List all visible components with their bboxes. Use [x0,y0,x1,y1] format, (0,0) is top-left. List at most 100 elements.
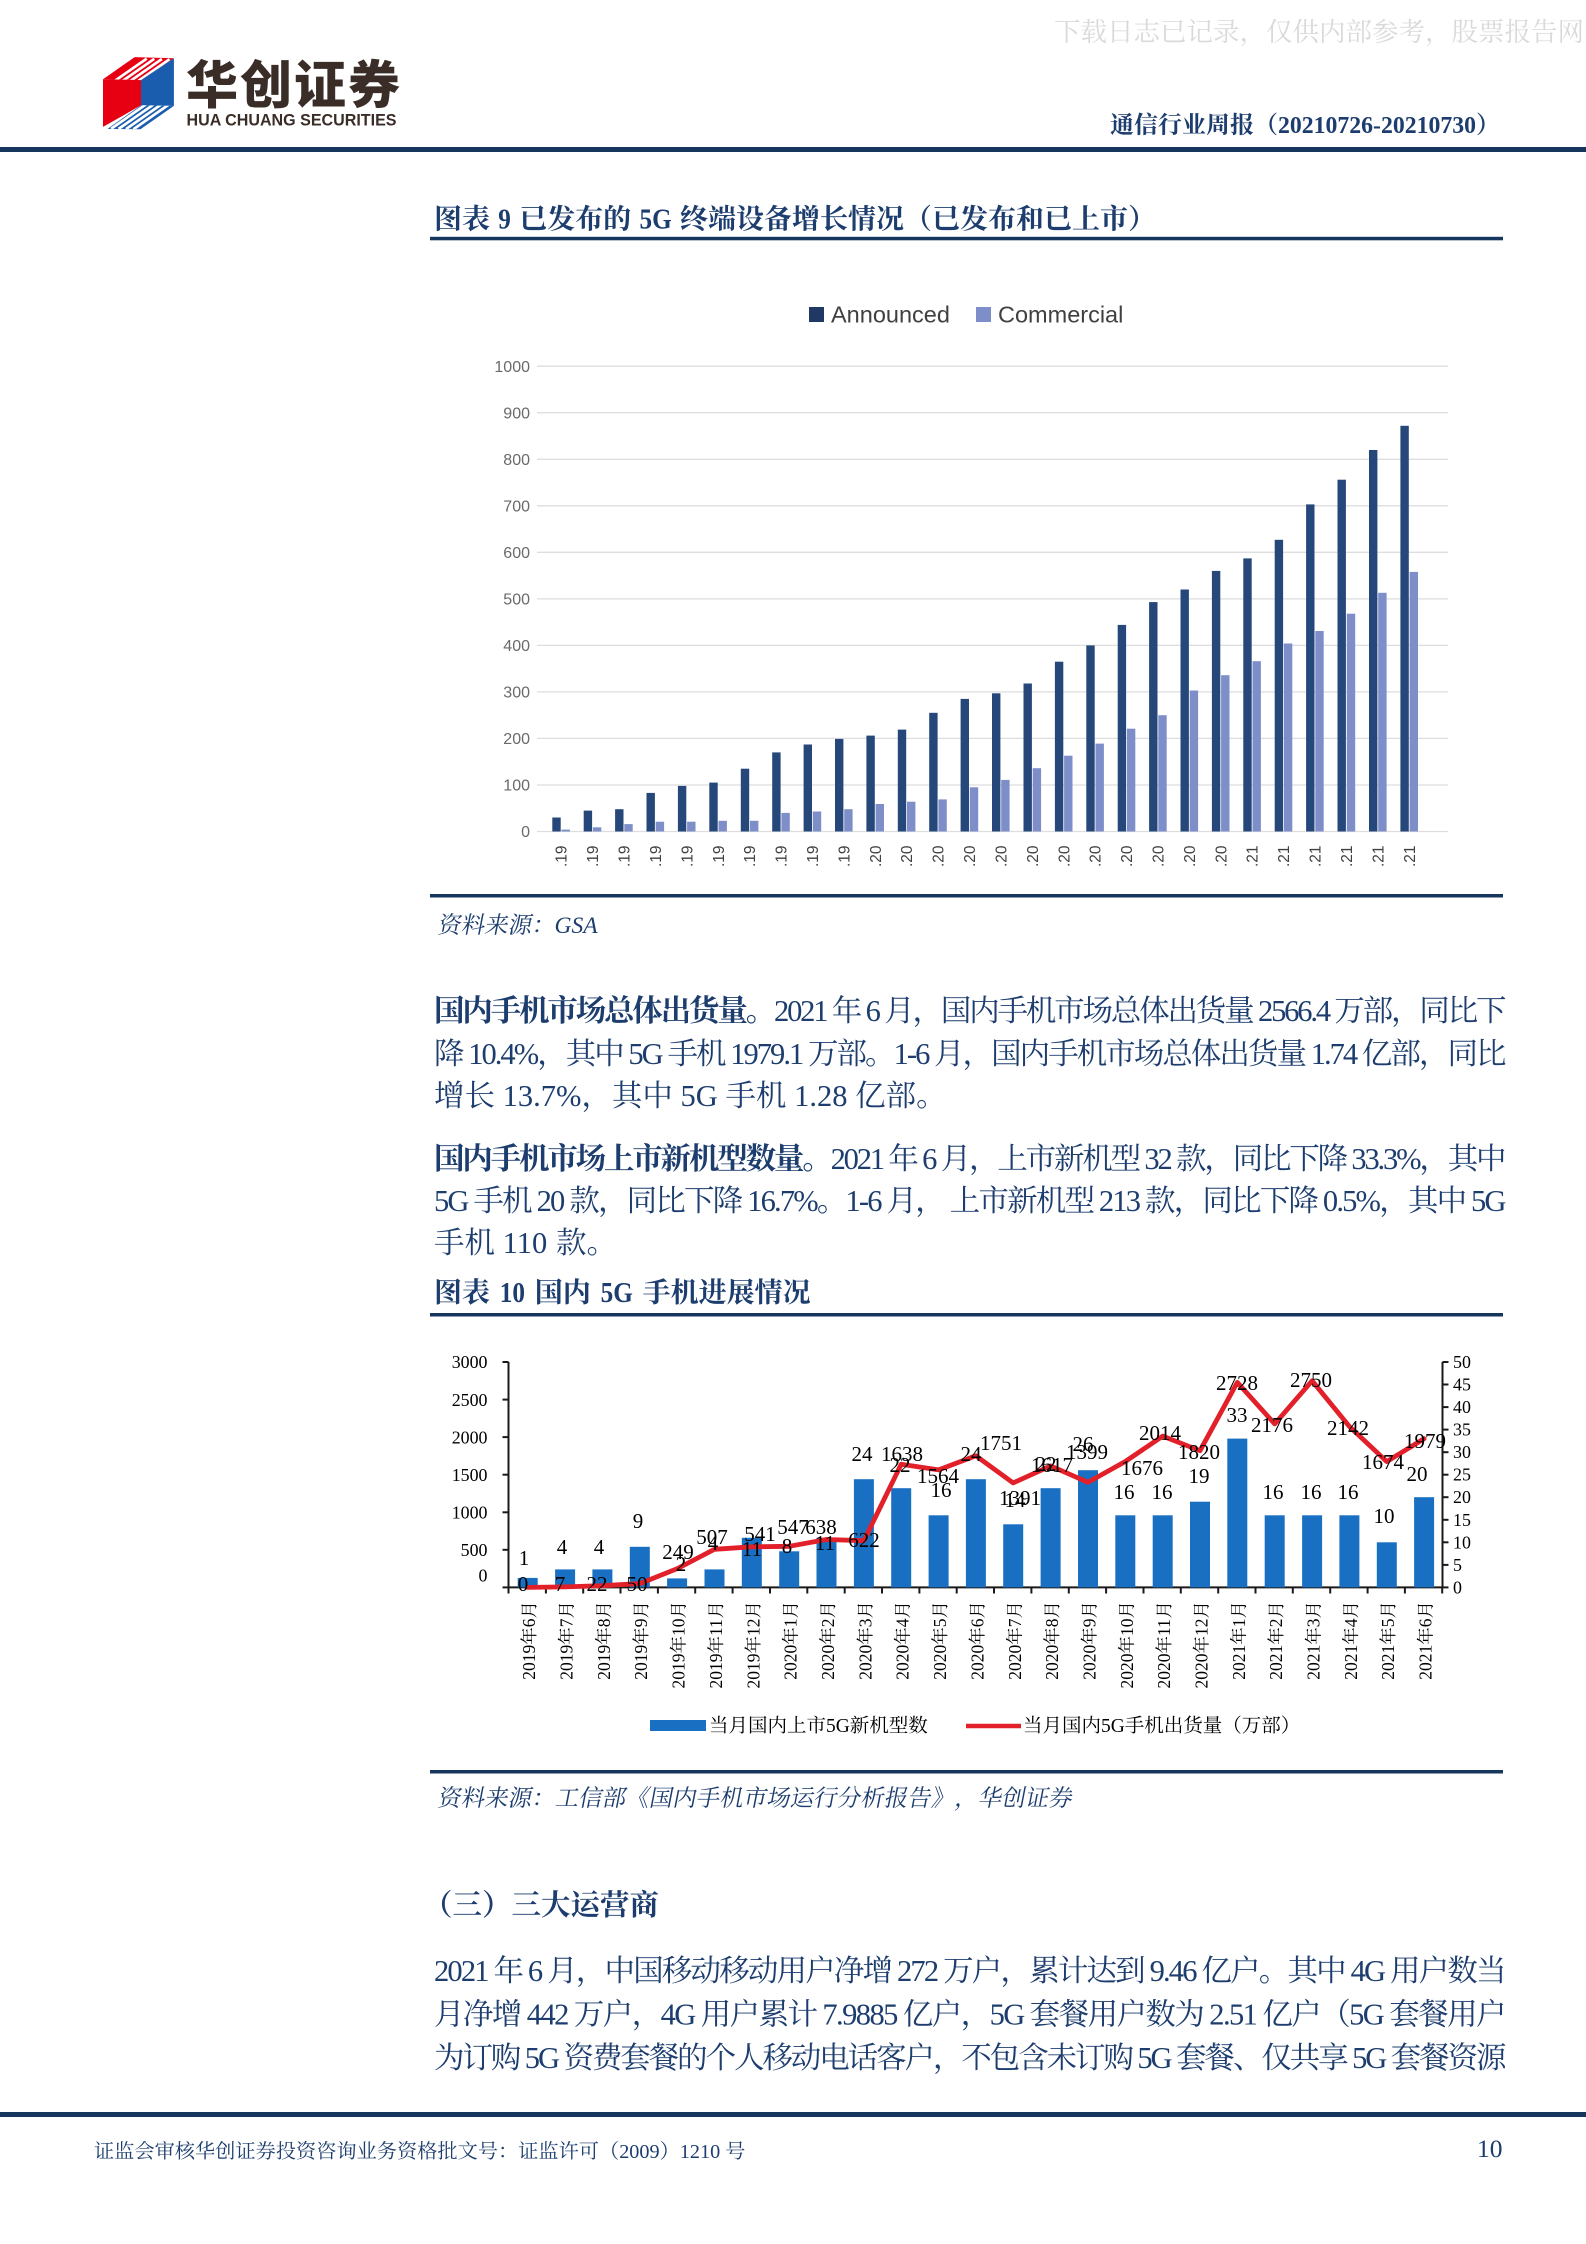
svg-text:1: 1 [781,1618,801,1627]
svg-text:4: 4 [1341,1618,1361,1627]
svg-text:HUA CHUANG SECURITIES: HUA CHUANG SECURITIES [187,111,397,130]
svg-text:5G: 5G [1349,1998,1385,2032]
svg-text:9: 9 [498,205,511,236]
svg-text:1617: 1617 [1031,1453,1073,1477]
svg-text:2019: 2019 [557,1645,577,1680]
svg-text:2020: 2020 [930,1645,950,1680]
svg-text:1-6: 1-6 [894,1037,930,1071]
svg-text:24: 24 [852,1442,874,1466]
svg-text:6: 6 [528,1954,543,1988]
svg-text:1000: 1000 [494,359,530,376]
svg-text:1391: 1391 [999,1486,1041,1510]
svg-text:4G: 4G [1351,1954,1386,1988]
svg-text:400: 400 [503,638,530,655]
svg-text:2020: 2020 [1042,1645,1062,1680]
svg-text:2728: 2728 [1216,1371,1258,1395]
svg-text:547: 547 [777,1515,809,1539]
svg-text:2021: 2021 [1304,1645,1324,1680]
svg-text:16: 16 [1338,1480,1359,1504]
svg-text:2: 2 [676,1552,687,1576]
svg-text:16: 16 [1301,1480,1322,1504]
svg-text:.21: .21 [1339,845,1356,867]
svg-text:5: 5 [1453,1555,1462,1575]
svg-text:5G: 5G [525,2041,560,2075]
svg-text:300: 300 [503,685,530,702]
svg-text:0: 0 [518,1572,529,1596]
svg-text:10.4%: 10.4% [468,1037,539,1071]
svg-text:.20: .20 [962,845,979,867]
svg-text:6: 6 [967,1618,987,1627]
svg-text:16: 16 [1263,1480,1284,1504]
svg-text:2009: 2009 [619,2141,659,2163]
svg-text:.20: .20 [1151,845,1168,867]
svg-text:.19: .19 [554,845,571,867]
svg-text:.20: .20 [1025,845,1042,867]
svg-text:500: 500 [503,592,530,609]
svg-text:1500: 1500 [452,1465,488,1485]
svg-text:1: 1 [519,1546,530,1570]
svg-text:4: 4 [557,1535,568,1559]
svg-text:.20: .20 [1088,845,1105,867]
svg-text:16: 16 [931,1478,952,1502]
svg-text:4G: 4G [661,1998,697,2032]
svg-text:14: 14 [1005,1488,1027,1512]
svg-text:622: 622 [848,1528,880,1552]
svg-text:1: 1 [1229,1618,1249,1627]
svg-text:2020: 2020 [1005,1645,1025,1680]
svg-text:26: 26 [1073,1432,1094,1456]
svg-text:2020: 2020 [781,1645,801,1680]
svg-text:2566.4: 2566.4 [1258,994,1331,1028]
svg-text:.19: .19 [774,845,791,867]
svg-text:16: 16 [1114,1480,1135,1504]
svg-text:11: 11 [742,1537,762,1561]
svg-text:Announced: Announced [831,302,950,328]
svg-text:.21: .21 [1402,845,1419,867]
svg-text:0: 0 [479,1565,488,1585]
svg-text:12: 12 [1192,1619,1212,1637]
svg-text:.20: .20 [1182,845,1199,867]
svg-text:2020: 2020 [1117,1653,1137,1688]
svg-text:8: 8 [782,1534,793,1558]
svg-text:2500: 2500 [452,1390,488,1410]
svg-text:2019: 2019 [743,1653,763,1688]
svg-text:20210726-20210730: 20210726-20210730 [1278,113,1476,139]
svg-text:15: 15 [1453,1510,1471,1530]
svg-text:.20: .20 [931,845,948,867]
svg-text:2: 2 [818,1618,838,1627]
svg-text:5: 5 [1378,1618,1398,1627]
svg-text:6: 6 [519,1618,539,1627]
svg-text:45: 45 [1453,1375,1471,1395]
svg-text:10: 10 [1453,1532,1471,1552]
svg-text:11: 11 [815,1531,835,1555]
svg-text:20: 20 [1407,1462,1428,1486]
svg-text:7.9885: 7.9885 [822,1998,898,2032]
svg-text:9: 9 [1080,1618,1100,1627]
svg-text:5G: 5G [1352,2041,1387,2075]
svg-text:5G: 5G [1471,1184,1506,1218]
svg-text:35: 35 [1453,1420,1471,1440]
svg-text:110: 110 [503,1226,548,1260]
svg-text:.19: .19 [836,845,853,867]
svg-text:200: 200 [503,731,530,748]
svg-text:2020: 2020 [1080,1645,1100,1680]
svg-text:2: 2 [1266,1618,1286,1627]
svg-text:3: 3 [855,1618,875,1627]
svg-text:2019: 2019 [519,1645,539,1680]
svg-text:20: 20 [1453,1487,1471,1507]
svg-text:12: 12 [743,1619,763,1637]
svg-text:213: 213 [1099,1184,1141,1218]
svg-text:22: 22 [587,1572,608,1596]
svg-text:8: 8 [594,1618,614,1627]
svg-text:10: 10 [500,1278,525,1309]
svg-text:.20: .20 [1213,845,1230,867]
svg-text:7: 7 [1005,1618,1025,1627]
svg-text:1.28: 1.28 [794,1079,847,1113]
svg-text:2000: 2000 [452,1427,488,1447]
svg-text:3000: 3000 [452,1352,488,1372]
svg-text:GSA: GSA [555,913,599,939]
svg-text:.20: .20 [1119,845,1136,867]
svg-text:100: 100 [503,778,530,795]
svg-text:2176: 2176 [1251,1413,1293,1437]
svg-text:1.74: 1.74 [1311,1037,1358,1071]
svg-text:2021: 2021 [1378,1645,1398,1680]
